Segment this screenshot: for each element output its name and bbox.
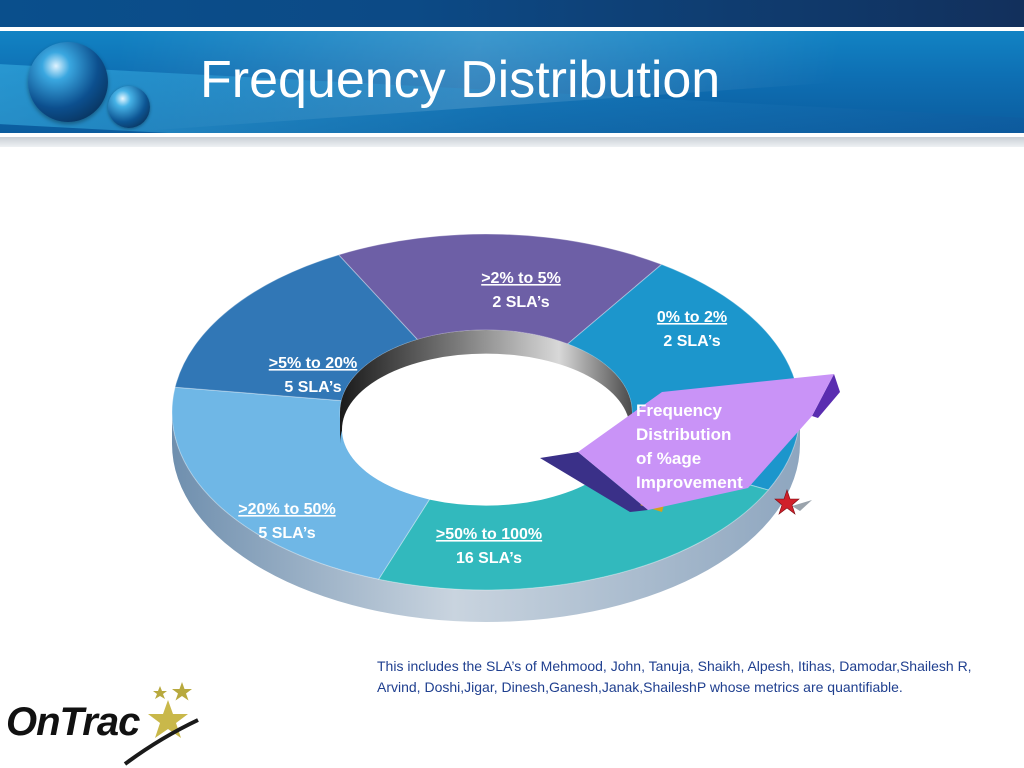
doughnut-side-wall bbox=[172, 412, 800, 622]
banner-bottom-divider bbox=[0, 133, 1024, 137]
legend-text-line: Frequency bbox=[636, 401, 723, 420]
doughnut-hole-wall bbox=[340, 330, 632, 444]
slice-label-count: 2 SLA’s bbox=[663, 333, 720, 350]
top-header-strip bbox=[0, 0, 1024, 27]
slice-label-count: 2 SLA’s bbox=[492, 294, 549, 311]
logo-stars-icon bbox=[123, 682, 199, 766]
slice-label-range: >2% to 5% bbox=[481, 270, 561, 287]
legend-text-line: of %age bbox=[636, 449, 701, 468]
star-tail-icon bbox=[792, 500, 812, 511]
page-title: Frequency Distribution bbox=[200, 51, 721, 109]
slice-label-range: >20% to 50% bbox=[238, 501, 335, 518]
sla-note: This includes the SLA’s of Mehmood, John… bbox=[377, 658, 972, 695]
header-divider bbox=[0, 27, 1024, 31]
legend-wedge-edge bbox=[812, 374, 840, 418]
legend-text-line: Improvement bbox=[636, 473, 743, 492]
slice-label-range: 0% to 2% bbox=[657, 309, 727, 326]
star-marker-icon bbox=[774, 489, 800, 515]
slice-label-range: >5% to 20% bbox=[269, 355, 357, 372]
globe-icon-small bbox=[108, 86, 150, 128]
globe-icon-large bbox=[28, 42, 108, 122]
slice-label-count: 5 SLA’s bbox=[284, 379, 341, 396]
banner-bottom-shadow bbox=[0, 137, 1024, 147]
legend-wedge bbox=[578, 374, 834, 510]
slice-label-range: >50% to 100% bbox=[436, 526, 542, 543]
slice-label-count: 5 SLA’s bbox=[258, 525, 315, 542]
title-banner bbox=[0, 31, 1024, 133]
legend-text-line: Distribution bbox=[636, 425, 731, 444]
ontrac-logo-text: OnTrac bbox=[6, 700, 140, 744]
legend-wedge-shadow bbox=[540, 452, 648, 512]
slice-label-count: 16 SLA’s bbox=[456, 550, 522, 567]
chart-layer: Frequency Distribution of %age Improvement >… bbox=[171, 233, 840, 622]
